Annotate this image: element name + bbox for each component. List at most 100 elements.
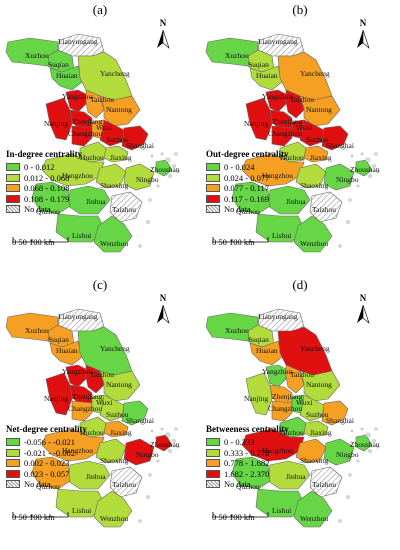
region-nanjing <box>245 97 273 141</box>
city-label-zhoushan: Zhoushan <box>150 165 180 174</box>
city-label-jinhua: Jinhua <box>86 472 106 481</box>
region-shanghai <box>321 400 349 426</box>
city-label-huaian: Huaian <box>256 346 278 355</box>
panel-label: (a) <box>92 2 108 17</box>
island-0 <box>365 157 371 163</box>
map-panel-a: Lianyungang Xuzhou Suqian Huaian Yancheng Yan… <box>0 0 200 275</box>
city-label-wuxi: Wuxi <box>296 123 312 132</box>
region-zhoushan <box>355 159 373 177</box>
city-label-suqian: Suqian <box>248 60 269 69</box>
city-label-xuzhou: Xuzhou <box>25 326 49 335</box>
legend-item: 0.077 - 0.117 <box>206 183 289 194</box>
region-yangzhou <box>65 89 87 113</box>
legend-item: 0.333 - 0.778 <box>206 448 289 459</box>
island-0 <box>165 432 171 438</box>
region-suzhou <box>299 119 325 147</box>
region-nanjing <box>245 372 273 416</box>
north-arrow-icon <box>357 304 370 324</box>
scale-bar: 0 50 100 km <box>12 512 69 522</box>
city-label-jiaxing: Jiaxing <box>310 428 332 437</box>
region-shaoxing <box>295 438 327 464</box>
city-label-changzhou: Changzhou <box>68 404 102 413</box>
legend-swatch-hatch <box>6 205 20 214</box>
legend-title: In-degree centrality <box>6 149 83 159</box>
legend-item: 0.023 - 0.057 <box>6 469 87 480</box>
legend-swatch <box>206 184 220 193</box>
island-3 <box>176 445 180 449</box>
legend-range: 0.068 - 0.108 <box>24 183 70 193</box>
city-label-lianyungang: Lianyungang <box>58 37 98 46</box>
legend-swatch <box>6 173 20 182</box>
legend-swatch <box>6 469 20 478</box>
city-label-yancheng: Yancheng <box>100 344 130 353</box>
scale-bar: 0 50 100 km <box>12 237 69 247</box>
legend-nodata-label: No data <box>24 479 51 489</box>
city-label-hangzhou: Hangzhou <box>62 171 93 180</box>
island-5 <box>374 427 378 431</box>
legend-range: 0.108 - 0.179 <box>24 193 70 204</box>
legend-item: 0.024 - 0.077 <box>206 173 289 184</box>
city-label-quzhou: Quzhou <box>36 207 60 216</box>
region-shaoxing <box>95 438 127 464</box>
legend-swatch <box>6 438 20 447</box>
city-label-taizhou: Taizhou <box>290 370 314 379</box>
region-nanjing <box>45 97 73 141</box>
city-label-zhenjiang: Zhenjiang <box>272 117 303 126</box>
island-5 <box>374 152 378 156</box>
legend-swatch <box>6 194 20 203</box>
city-label-huaian: Huaian <box>56 346 78 355</box>
panel-label: (c) <box>92 277 108 292</box>
city-label-ningbo: Ningbo <box>136 450 159 459</box>
legend-swatch <box>206 448 220 457</box>
region-huaian <box>249 65 283 91</box>
city-label-shanghai: Shanghai <box>326 416 354 425</box>
scale-bar: 0 50 100 km <box>212 237 269 247</box>
region-suzhou <box>299 394 325 422</box>
north-label: N <box>359 18 367 28</box>
north-arrow-icon <box>157 29 170 49</box>
legend-item: 0.108 - 0.179 <box>6 194 82 205</box>
legend-nodata-label: No data <box>224 479 251 489</box>
map-panel-c: Lianyungang Xuzhou Suqian Huaian Yancheng Yan… <box>0 275 200 550</box>
legend-swatch <box>6 448 20 457</box>
region-changzhou <box>71 400 93 422</box>
legend: In-degree centrality 0 - 0.012 0.012 - 0.0… <box>6 150 82 215</box>
city-label-wenzhou: Wenzhou <box>300 239 328 248</box>
city-label-changzhou: Changzhou <box>68 129 102 138</box>
region-wenzhou <box>93 490 133 528</box>
city-label-huaian: Huaian <box>256 71 278 80</box>
region-jinhua <box>67 185 111 215</box>
legend-range: 0.117 - 0.169 <box>224 193 270 204</box>
city-label-taizhou: Taizhou <box>290 95 314 104</box>
region-taizhou2 <box>309 191 343 223</box>
island-8 <box>138 519 142 523</box>
region-wenzhou <box>293 215 333 253</box>
city-label-ningbo: Ningbo <box>136 175 159 184</box>
city-label-taizhou2: Taizhou <box>312 205 336 214</box>
city-label-huzhou: Huzhou <box>80 153 104 162</box>
city-label-suqian: Suqian <box>48 335 69 344</box>
city-label-changzhou: Changzhou <box>268 404 302 413</box>
legend-range: 1.682 - 2.370 <box>224 468 270 479</box>
region-jiaxing <box>103 145 129 163</box>
city-label-hangzhou: Hangzhou <box>262 446 293 455</box>
map-panel-b: Lianyungang Xuzhou Suqian Huaian Yancheng Yan… <box>200 0 400 275</box>
region-hangzhou <box>241 428 305 462</box>
region-shaoxing <box>95 163 127 189</box>
city-label-xuzhou: Xuzhou <box>225 326 249 335</box>
region-zhoushan <box>355 434 373 452</box>
legend-item: 0 - 0.012 <box>6 162 82 173</box>
region-quzhou <box>31 456 71 490</box>
region-zhoushan <box>155 434 173 452</box>
city-label-hangzhou: Hangzhou <box>62 446 93 455</box>
region-taizhou2 <box>109 191 143 223</box>
island-6 <box>148 198 152 202</box>
city-label-shanghai: Shanghai <box>126 141 154 150</box>
city-label-zhenjiang: Zhenjiang <box>72 392 103 401</box>
island-3 <box>376 445 380 449</box>
region-taizhou2 <box>309 466 343 498</box>
city-label-taizhou2: Taizhou <box>312 480 336 489</box>
city-label-xuzhou: Xuzhou <box>25 51 49 60</box>
city-label-yangzhou: Yangzhou <box>62 92 92 101</box>
